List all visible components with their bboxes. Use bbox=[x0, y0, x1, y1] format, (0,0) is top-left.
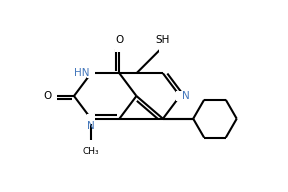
FancyBboxPatch shape bbox=[87, 113, 95, 124]
FancyBboxPatch shape bbox=[115, 42, 124, 52]
FancyBboxPatch shape bbox=[49, 91, 57, 101]
Text: N: N bbox=[182, 91, 190, 101]
FancyBboxPatch shape bbox=[176, 91, 184, 101]
Text: N: N bbox=[87, 121, 95, 131]
FancyBboxPatch shape bbox=[87, 68, 95, 79]
Text: O: O bbox=[115, 35, 124, 45]
Text: O: O bbox=[43, 91, 51, 101]
Text: HN: HN bbox=[74, 68, 89, 78]
Text: CH₃: CH₃ bbox=[83, 147, 99, 156]
Text: SH: SH bbox=[156, 35, 170, 45]
FancyBboxPatch shape bbox=[159, 42, 167, 52]
FancyBboxPatch shape bbox=[87, 140, 95, 150]
